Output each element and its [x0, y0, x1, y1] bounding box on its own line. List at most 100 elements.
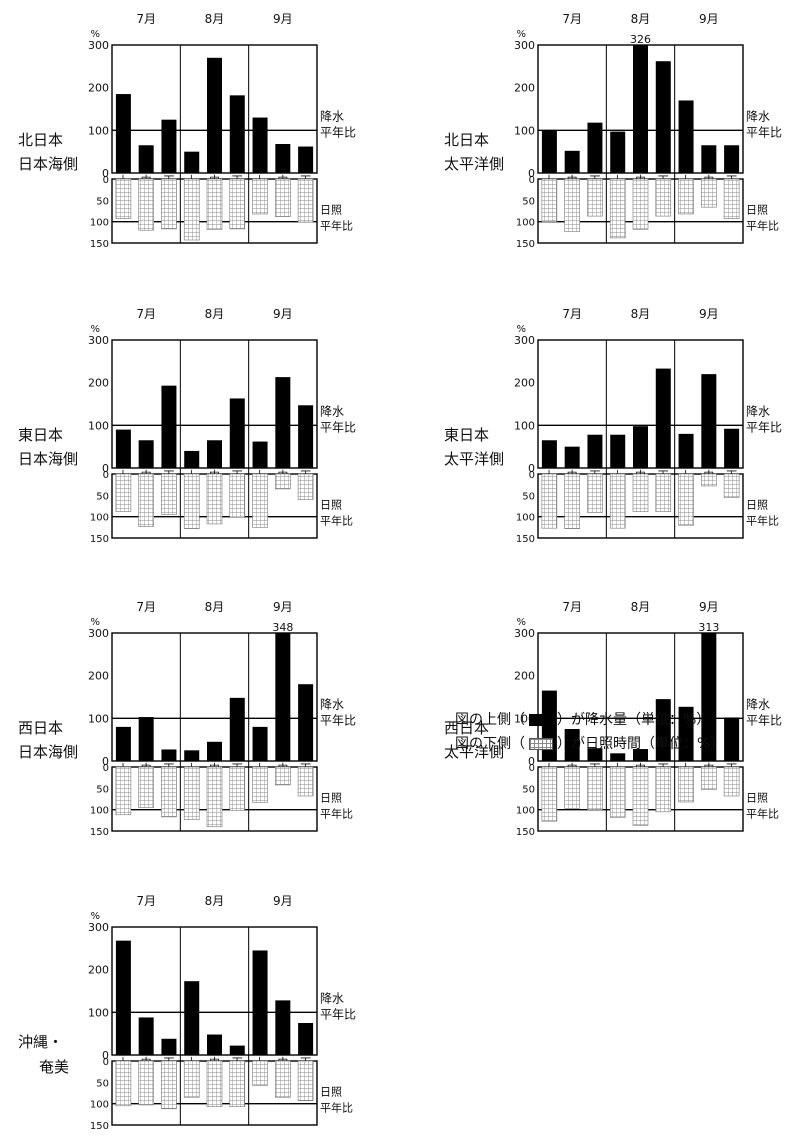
precip-bar — [298, 146, 314, 173]
precip-bar — [138, 1017, 154, 1055]
precip-label-line2: 平年比 — [320, 420, 356, 434]
sun-bar — [206, 1060, 223, 1107]
sun-bar — [115, 473, 132, 512]
precip-bar — [701, 374, 717, 468]
precip-bar — [298, 684, 314, 761]
precip-label-line1: 降水 — [320, 697, 344, 711]
precip-bar — [678, 100, 694, 173]
precip-bar — [678, 433, 694, 468]
sun-bar — [587, 766, 603, 810]
precip-tick-label: 300 — [88, 627, 109, 640]
sun-bar — [723, 178, 740, 219]
precip-tick-label: 0 — [102, 462, 109, 475]
sun-label-line2: 平年比 — [320, 807, 353, 821]
precip-bar — [701, 633, 717, 761]
precip-tick-label: 300 — [88, 39, 109, 52]
sun-bar — [541, 766, 558, 822]
sun-bar — [161, 766, 177, 818]
unit-label: % — [90, 324, 100, 335]
sun-label-line2: 平年比 — [320, 1101, 353, 1115]
sun-tick-label: 0 — [103, 175, 109, 186]
precip-tick-label: 0 — [528, 755, 535, 768]
precip-tick-label: 200 — [88, 377, 109, 390]
region-title-line1: 北日本 — [18, 131, 63, 149]
sun-tick-label: 50 — [522, 196, 535, 207]
region-title-line1: 沖縄・ — [18, 1033, 63, 1051]
month-label: 7月 — [562, 12, 582, 26]
region-title-line1: 西日本 — [444, 719, 489, 737]
panel-5: 7月8月9月%3002001000上中下上中下上中下348降水平年比050100… — [18, 600, 356, 838]
sun-bar — [229, 473, 246, 518]
sun-bar — [275, 1060, 291, 1098]
month-label: 8月 — [205, 307, 225, 321]
region-title-line2: 太平洋側 — [444, 450, 504, 468]
legend-precipitation: 図の上側（ ）が降水量（単位：%） — [455, 708, 724, 732]
precip-bar — [161, 385, 177, 468]
sun-tick-label: 0 — [529, 470, 535, 481]
precip-bar — [207, 741, 222, 761]
precip-bar — [184, 450, 200, 468]
precip-bar — [138, 145, 154, 173]
precip-tick-label: 300 — [514, 334, 535, 347]
precip-bar — [655, 61, 671, 173]
sun-tick-label: 50 — [96, 491, 109, 502]
precip-bar — [138, 440, 154, 468]
sun-bar — [206, 178, 223, 230]
sun-tick-label: 100 — [516, 513, 535, 524]
month-label: 7月 — [136, 894, 156, 908]
precip-bar — [252, 950, 268, 1055]
precip-tick-label: 300 — [514, 39, 535, 52]
unit-label: % — [516, 324, 526, 335]
month-label: 8月 — [631, 600, 651, 614]
sun-bar — [297, 178, 314, 223]
sun-bar — [632, 473, 649, 512]
sun-label-line2: 平年比 — [320, 219, 353, 233]
sun-bar — [183, 178, 200, 241]
precip-bar — [610, 131, 626, 173]
region-title-line2: 日本海側 — [18, 155, 78, 173]
precip-bar — [678, 706, 694, 761]
region-title-line2: 日本海側 — [18, 450, 78, 468]
sun-tick-label: 150 — [516, 827, 535, 838]
precip-label-line2: 平年比 — [320, 125, 356, 139]
sun-label-line1: 日照 — [320, 1086, 342, 1099]
sun-label-line2: 平年比 — [746, 219, 779, 233]
legend-line1-suffix: ）が降水量（単位：%） — [557, 712, 711, 728]
legend-line2-suffix: ）が日照時間（単位：%） — [557, 736, 725, 752]
month-label: 8月 — [205, 12, 225, 26]
precip-tick-label: 300 — [514, 627, 535, 640]
precip-bar — [115, 94, 131, 173]
sun-label-line2: 平年比 — [746, 514, 779, 528]
month-label: 8月 — [205, 600, 225, 614]
sun-tick-label: 100 — [516, 218, 535, 229]
sun-bar — [678, 473, 694, 526]
precip-bar — [724, 428, 740, 468]
sun-bar — [632, 766, 649, 826]
sun-label-line2: 平年比 — [320, 514, 353, 528]
sun-bar — [138, 178, 154, 231]
precip-tick-label: 0 — [102, 167, 109, 180]
precip-bar — [138, 717, 154, 761]
sun-label-line1: 日照 — [746, 792, 768, 805]
sun-tick-label: 150 — [90, 1121, 109, 1132]
precip-tick-label: 200 — [88, 964, 109, 977]
precip-bar — [655, 699, 671, 761]
sun-bar — [138, 1060, 154, 1106]
precip-bar — [229, 697, 245, 761]
precip-bar — [701, 145, 717, 173]
sun-bar — [564, 178, 580, 232]
sun-bar — [115, 766, 132, 816]
sun-tick-label: 100 — [90, 218, 109, 229]
precip-bar — [610, 753, 626, 761]
sun-bar — [252, 1060, 268, 1086]
sun-label-line1: 日照 — [746, 204, 768, 217]
precip-bar — [184, 981, 200, 1055]
unit-label: % — [90, 29, 100, 40]
sun-bar — [587, 178, 603, 217]
precip-bar — [633, 749, 648, 761]
sun-bar — [701, 178, 717, 208]
panel-7: 7月8月9月%3002001000上中下上中下上中下降水平年比050100150… — [18, 894, 356, 1132]
precip-bar — [275, 1000, 291, 1055]
precip-bar — [252, 441, 268, 468]
sun-bar — [632, 178, 649, 230]
